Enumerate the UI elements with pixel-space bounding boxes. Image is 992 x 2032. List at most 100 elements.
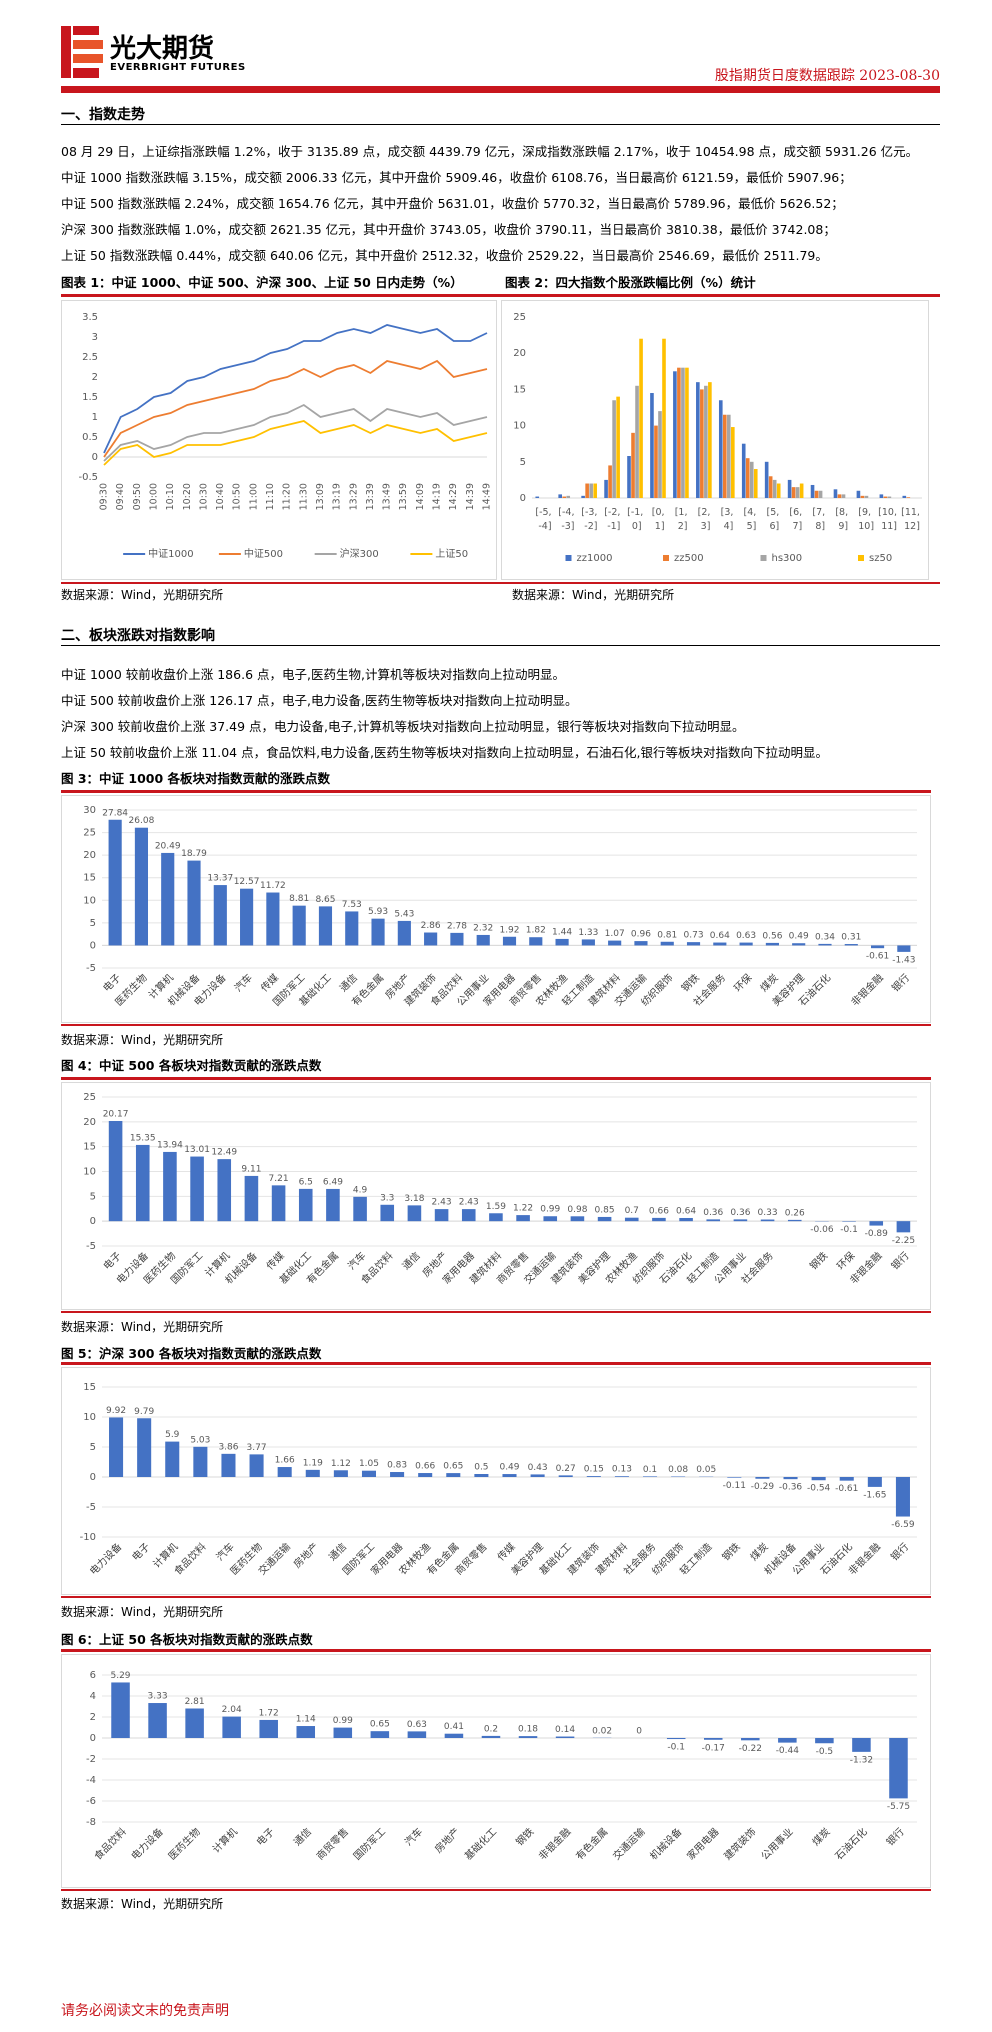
x-tick-label: [5, 6] bbox=[766, 507, 779, 532]
value-label: 0.43 bbox=[528, 1463, 548, 1473]
bar bbox=[889, 1738, 908, 1799]
chart: 0 5 10 15 20 25 [-5, -4] [-4, -3] [-3, -2] [-2, -… bbox=[501, 300, 929, 580]
bar bbox=[685, 367, 689, 498]
x-tick-label: 09:50 bbox=[132, 483, 143, 510]
bar bbox=[902, 495, 907, 498]
bar bbox=[502, 1474, 517, 1477]
value-label: -2.25 bbox=[892, 1236, 915, 1246]
value-label: 2.86 bbox=[421, 921, 441, 931]
bar bbox=[566, 495, 571, 498]
x-tick-label: 10:40 bbox=[215, 483, 226, 510]
value-label: 0.7 bbox=[625, 1206, 639, 1216]
value-label: 0.15 bbox=[584, 1465, 604, 1475]
x-tick-label: 10:10 bbox=[165, 483, 176, 510]
value-label: 0.33 bbox=[758, 1208, 778, 1218]
bar bbox=[887, 496, 892, 498]
caption-rule bbox=[61, 1889, 931, 1891]
bar bbox=[718, 400, 723, 498]
value-label: 18.79 bbox=[181, 849, 207, 859]
y-tick-label: 15 bbox=[83, 1382, 96, 1393]
y-tick-label: -6 bbox=[86, 1796, 96, 1807]
value-label: 13.94 bbox=[157, 1140, 183, 1150]
source: 数据来源：Wind，光期研究所 bbox=[61, 1320, 224, 1334]
x-tick-label: 环保 bbox=[834, 1249, 857, 1272]
value-label: -0.1 bbox=[840, 1225, 858, 1235]
x-tick-label: 钢铁 bbox=[513, 1825, 536, 1848]
bar bbox=[867, 1477, 882, 1487]
x-tick-label: 13:59 bbox=[398, 483, 409, 510]
bar bbox=[776, 483, 781, 498]
line-series bbox=[103, 324, 488, 454]
bar bbox=[407, 1731, 427, 1738]
report-title: 股指期货日度数据跟踪 2023-08-30 bbox=[715, 65, 940, 85]
bar bbox=[666, 1738, 686, 1740]
rule bbox=[61, 124, 940, 125]
bar bbox=[535, 496, 540, 498]
value-label: 0.81 bbox=[657, 930, 677, 940]
bar bbox=[810, 484, 815, 498]
x-tick-label: 机械设备 bbox=[647, 1825, 684, 1862]
x-tick-label: 14:19 bbox=[432, 483, 443, 510]
y-tick-label: 0 bbox=[90, 1472, 96, 1483]
bar bbox=[259, 1719, 278, 1738]
bar bbox=[713, 942, 727, 946]
x-tick-label: 14:49 bbox=[482, 483, 493, 510]
legend-label: 上证50 bbox=[435, 548, 468, 560]
paragraph: 中证 1000 较前收盘价上涨 186.6 点，电子,医药生物,计算机等板块对指… bbox=[61, 667, 565, 682]
bar bbox=[650, 393, 654, 498]
value-label: 0.65 bbox=[370, 1720, 390, 1730]
value-label: 0.05 bbox=[696, 1465, 716, 1475]
bar bbox=[530, 1474, 545, 1477]
x-tick-label: 09:40 bbox=[115, 483, 126, 510]
x-tick-label: 非银金融 bbox=[536, 1825, 573, 1862]
value-label: 20.49 bbox=[155, 841, 181, 851]
value-label: 3.18 bbox=[404, 1194, 424, 1204]
legend-label: zz500 bbox=[674, 553, 704, 564]
x-tick-label: 汽车 bbox=[402, 1825, 425, 1848]
chart: -10-5051015电力设备9.92电子9.79计算机5.9食品饮料5.03汽… bbox=[61, 1367, 931, 1595]
x-tick-label: 医药生物 bbox=[165, 1825, 202, 1862]
y-tick-label: 10 bbox=[83, 895, 96, 906]
figure-caption: 图 6：上证 50 各板块对指数贡献的涨跌点数 bbox=[61, 1632, 313, 1647]
legend-label: 中证1000 bbox=[148, 547, 193, 560]
bar bbox=[704, 385, 708, 498]
bar bbox=[839, 1477, 854, 1481]
x-tick-label: 银行 bbox=[888, 1540, 911, 1563]
bar bbox=[634, 941, 648, 946]
value-label: 0.85 bbox=[595, 1205, 615, 1215]
x-tick-label: 钢铁 bbox=[678, 971, 701, 994]
value-label: -0.11 bbox=[723, 1481, 746, 1491]
bar bbox=[318, 906, 333, 946]
x-tick-label: 11:10 bbox=[265, 483, 276, 510]
value-label: 8.65 bbox=[315, 895, 335, 905]
bar bbox=[474, 1474, 489, 1477]
x-tick-label: 13:29 bbox=[348, 483, 359, 510]
y-tick-label: 3.5 bbox=[82, 312, 98, 323]
bar bbox=[679, 1217, 693, 1222]
y-tick-label: 20 bbox=[513, 348, 526, 359]
bar bbox=[581, 939, 595, 946]
x-tick-label: [-4, -3] bbox=[558, 507, 574, 532]
bar bbox=[755, 1477, 770, 1479]
bar bbox=[897, 945, 911, 952]
bar bbox=[296, 1726, 316, 1738]
x-tick-label: 14:29 bbox=[448, 483, 459, 510]
x-tick-label: 有色金属 bbox=[573, 1825, 610, 1862]
bar bbox=[799, 483, 804, 498]
footer: 请务必阅读文末的免责声明 bbox=[61, 2003, 229, 2019]
x-tick-label: 11:30 bbox=[298, 483, 309, 510]
x-tick-label: [3, 4] bbox=[721, 507, 734, 532]
value-label: 11.72 bbox=[260, 881, 286, 891]
x-tick-label: 电力设备 bbox=[128, 1825, 165, 1862]
x-tick-label: 通信 bbox=[291, 1826, 314, 1849]
legend-label: zz1000 bbox=[577, 553, 613, 564]
bar bbox=[764, 461, 769, 498]
y-tick-label: 3 bbox=[92, 332, 98, 343]
value-label: 0.96 bbox=[631, 930, 651, 940]
bar bbox=[371, 918, 385, 946]
value-label: 20.17 bbox=[103, 1109, 129, 1119]
bar bbox=[370, 1731, 390, 1738]
x-tick-label: 银行 bbox=[883, 1825, 906, 1848]
bar bbox=[558, 1475, 573, 1477]
bar bbox=[292, 905, 306, 946]
